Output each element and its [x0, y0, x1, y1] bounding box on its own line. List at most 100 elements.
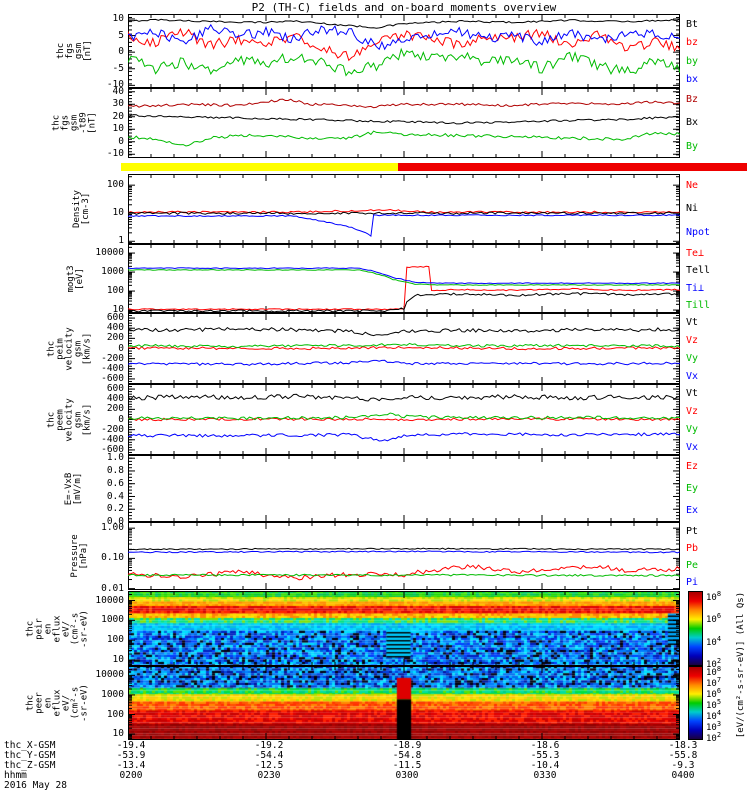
- vel_peem-legend-Vz: Vz: [686, 406, 699, 418]
- panel-spec_peer: [128, 666, 680, 740]
- vel_peem-plot: [128, 384, 680, 455]
- fgs_gsm-legend-by: by: [686, 55, 699, 67]
- vel_peim-trace-Vt: [128, 326, 680, 337]
- page-title: P2 (TH-C) fields and on-board moments ov…: [251, 1, 557, 14]
- panel-density: [128, 174, 680, 244]
- fgs_gsm_t89-legend-Bz: Bz: [686, 94, 699, 105]
- mogt3-ytick-label: 1000: [101, 266, 124, 278]
- mogt3-legend-Till: Till: [686, 299, 711, 311]
- vel_peim-legend-Vt: Vt: [686, 317, 699, 329]
- vel_peem-ytick-label: -400: [101, 433, 124, 445]
- colorbar-1-tick-label: 108: [706, 664, 722, 678]
- fgs_gsm_t89-ytick-label: 0: [118, 135, 124, 147]
- footer-row-label-hhmm: hhmm: [4, 770, 27, 781]
- colorbar-0-tick-label: 104: [706, 634, 722, 648]
- footer-row-label-thc_X-GSM: thc_X-GSM: [4, 740, 56, 751]
- fgs_gsm_t89-ytick-label: 30: [112, 98, 124, 110]
- footer-value: -19.2: [254, 740, 284, 751]
- pressure-legend-Pt: Pt: [686, 526, 699, 538]
- panel-vel_peim: [128, 313, 680, 384]
- footer-value: 0300: [395, 770, 419, 781]
- density-trace-Ne: [128, 208, 680, 214]
- panel-vel_peem: [128, 384, 680, 455]
- vel_peim-legend-Vz: Vz: [686, 335, 699, 347]
- efield-plot: [128, 455, 680, 522]
- panel-mogt3: [128, 244, 680, 313]
- colorbar-0-tick-label: 102: [706, 657, 722, 671]
- efield-ytick-label: 0.0: [106, 516, 124, 527]
- fgs_gsm-legend-Bt: Bt: [686, 18, 699, 30]
- footer-value: -53.9: [116, 750, 146, 761]
- vel_peem-ytick-label: 600: [106, 383, 124, 395]
- fgs_gsm-trace-by: [128, 47, 680, 77]
- vel_peem-trace-Vt: [128, 393, 680, 402]
- mogt3-legend-Te⊥: Te⊥: [686, 248, 705, 260]
- footer-value: -19.4: [116, 740, 146, 751]
- footer-value: 0200: [119, 770, 143, 781]
- footer-value: -13.4: [116, 760, 146, 771]
- efield-ytick-label: 0.4: [106, 490, 124, 502]
- vel_peem-trace-Vy: [128, 412, 680, 421]
- vel_peim-ytick-label: 400: [106, 322, 124, 334]
- spec_peir-ytick-label: 10000: [95, 594, 124, 606]
- efield-ytick-label: 0.2: [106, 503, 124, 515]
- vel_peim-legend-Vx: Vx: [686, 370, 699, 382]
- efield-legend-Ey: Ey: [686, 483, 699, 494]
- efield-ytick-label: 0.8: [106, 465, 124, 476]
- efield-ytick-label: 1.0: [106, 452, 124, 464]
- efield-ytick-label: 0.6: [106, 477, 124, 489]
- vel_peim-ytick-label: 600: [106, 312, 124, 324]
- colorbar-1-tick-label: 103: [706, 720, 722, 734]
- colorbar-0: [688, 591, 703, 666]
- pressure-trace-Pt: [128, 547, 680, 551]
- spec_peir-plot: [128, 591, 680, 666]
- fgs_gsm_t89-trace-Bz: [128, 98, 680, 109]
- efield-legend-Ez: Ez: [686, 460, 699, 472]
- efield-legend-Ex: Ex: [686, 505, 699, 517]
- mogt3-trace-Tell: [128, 292, 680, 313]
- density-trace-Npot: [128, 214, 680, 238]
- density-legend-Ni: Ni: [686, 203, 699, 215]
- fgs_gsm-trace-bx: [128, 23, 680, 51]
- fgs_gsm_t89-legend-By: By: [686, 140, 699, 152]
- pressure-legend-Pi: Pi: [686, 577, 699, 589]
- spec_peer-ytick-label: 10000: [95, 669, 124, 681]
- pressure-ytick-label: 1.00: [101, 522, 124, 534]
- footer-value: 0330: [533, 770, 557, 781]
- spec_peer-plot: [128, 666, 680, 740]
- vel_peem-trace-Vz: [128, 417, 680, 422]
- density-ytick-label: 1: [118, 235, 124, 247]
- vel_peim-ytick-label: -400: [101, 362, 124, 374]
- colorbar-1: [688, 666, 703, 740]
- panel-spec_peir: [128, 591, 680, 666]
- mogt3-trace-Te⊥: [128, 265, 680, 311]
- density-legend-Npot: Npot: [686, 226, 711, 238]
- footer-value: -18.9: [392, 740, 422, 751]
- vel_peim-trace-Vz: [128, 345, 680, 351]
- fgs_gsm_t89-ytick-label: 10: [112, 123, 124, 135]
- footer-value: -11.5: [392, 760, 422, 771]
- fgs_gsm_t89-trace-By: [128, 130, 680, 147]
- vel_peem-ytick-label: -600: [101, 443, 124, 455]
- vel_peim-plot: [128, 313, 680, 384]
- fgs_gsm-ytick-label: 5: [118, 29, 124, 41]
- mogt3-ytick-label: 100: [106, 285, 124, 297]
- footer-value: -9.3: [671, 760, 695, 771]
- footer-value: -12.5: [254, 760, 284, 771]
- vel_peim-legend-Vy: Vy: [686, 352, 699, 364]
- spec_peer-ytick-label: 100: [106, 708, 124, 720]
- footer-row-label-thc_Y-GSM: thc_Y-GSM: [4, 750, 56, 761]
- fgs_gsm-legend-bz: bz: [686, 37, 699, 48]
- fgs_gsm-ytick-label: 10: [112, 13, 124, 24]
- spec_peer-ytick-label: 1000: [101, 688, 124, 700]
- fgs_gsm_t89-plot: [128, 88, 680, 158]
- footer-value: -55.8: [668, 750, 698, 761]
- mode-bar-segment-1: [397, 163, 747, 171]
- fgs_gsm-ytick-label: -10: [106, 79, 124, 91]
- density-trace-Ni: [128, 211, 680, 215]
- vel_peem-ytick-label: 0: [118, 413, 124, 425]
- colorbar-0-tick-label: 108: [706, 589, 722, 603]
- vel_peim-trace-Vy: [128, 342, 680, 349]
- footer-date: 2016 May 28: [4, 780, 67, 791]
